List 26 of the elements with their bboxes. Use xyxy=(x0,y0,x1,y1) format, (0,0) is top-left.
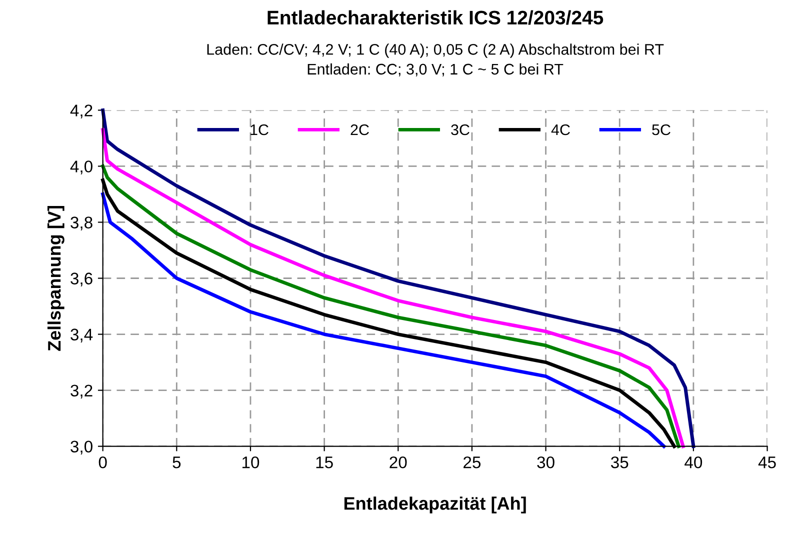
y-tick-label: 4,0 xyxy=(70,160,92,174)
chart-subtitle: Laden: CC/CV; 4,2 V; 1 C (40 A); 0,05 C (2 A) Abschaltstrom bei RT Entladen: CC; 3,0 V; 1 C ~ 5 C bei RT xyxy=(207,44,664,76)
x-tick-label: 20 xyxy=(390,456,407,468)
y-tick-label: 3,8 xyxy=(70,216,92,230)
x-tick-label: 5 xyxy=(172,456,181,468)
legend-label: 4C xyxy=(551,124,570,136)
x-tick-label: 10 xyxy=(242,456,260,468)
legend-label: 1C xyxy=(250,124,268,136)
y-tick-label: 3,2 xyxy=(70,384,92,398)
x-tick-label: 30 xyxy=(537,456,554,468)
x-tick-label: 25 xyxy=(464,456,481,468)
chart-title: Entladecharakteristik ICS 12/203/245 xyxy=(268,10,604,25)
y-tick-label: 3,6 xyxy=(70,272,92,286)
x-tick-label: 40 xyxy=(684,456,702,468)
x-axis-title: Entladekapazität [Ah] xyxy=(344,496,526,514)
x-tick-label: 35 xyxy=(610,456,628,468)
y-tick-label: 3,4 xyxy=(70,328,93,342)
y-tick-label: 3,0 xyxy=(70,440,92,454)
y-tick-label: 4,2 xyxy=(70,104,92,118)
legend-label: 2C xyxy=(350,124,369,136)
x-tick-label: 15 xyxy=(316,456,333,468)
y-axis-title: Zellspannung [V] xyxy=(47,206,64,351)
legend-label: 5C xyxy=(652,124,670,136)
legend-label: 3C xyxy=(451,124,470,136)
x-tick-label: 0 xyxy=(98,456,107,468)
x-tick-label: 45 xyxy=(758,456,776,468)
